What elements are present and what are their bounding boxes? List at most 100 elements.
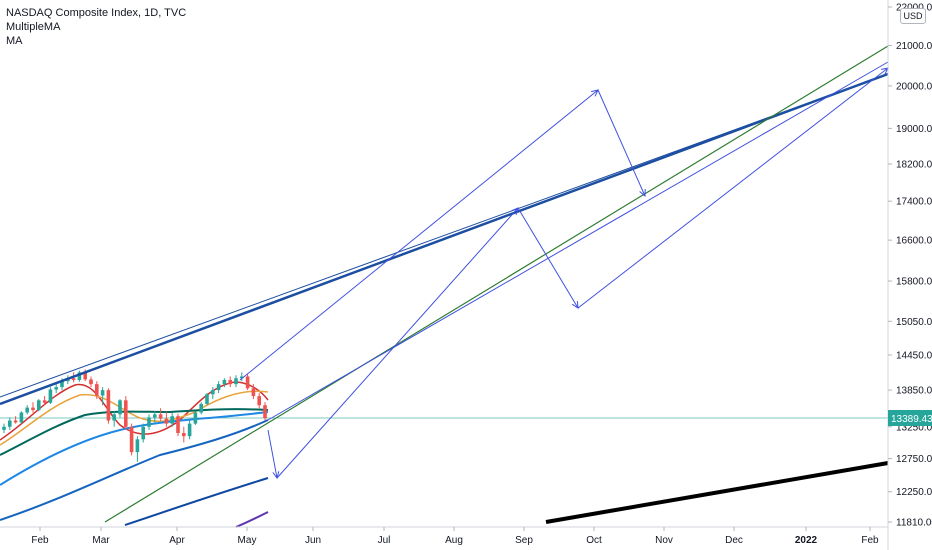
channel-line: [267, 61, 889, 421]
candle-body: [83, 372, 87, 380]
y-tick-label: 20000.00: [896, 81, 932, 92]
trend-line-black: [545, 461, 889, 524]
candle-body: [42, 400, 47, 403]
x-tick-label: Sep: [515, 535, 533, 546]
candle-body: [25, 407, 29, 413]
last-price-badge: 13389.43: [888, 410, 932, 426]
y-tick-label: 12250.00: [896, 487, 932, 498]
arrow-head: [571, 300, 579, 309]
projection-arrow: [517, 207, 579, 309]
indicator-multiple-ma[interactable]: MultipleMA: [6, 21, 61, 33]
candle-body: [112, 414, 116, 421]
candle-body: [37, 400, 41, 411]
moving-averages: [0, 381, 269, 528]
candle-body: [170, 416, 174, 424]
currency-button[interactable]: USD: [900, 8, 926, 24]
indicator-ma[interactable]: MA: [6, 35, 23, 47]
moving-average-line: [0, 411, 269, 486]
candle-body: [193, 412, 198, 424]
y-tick-label: 14450.00: [896, 350, 932, 361]
candle-body: [19, 412, 24, 423]
x-tick-label: Mar: [92, 535, 110, 546]
candle-body: [89, 379, 93, 385]
candle-body: [216, 384, 221, 391]
candle-body: [158, 414, 163, 419]
y-tick-label: 17400.00: [896, 197, 932, 208]
y-tick-label: 13850.00: [896, 386, 932, 397]
candle-body: [2, 426, 6, 430]
y-tick-label: 21000.00: [896, 41, 932, 52]
y-tick-label: 12750.00: [896, 454, 932, 465]
candle-body: [8, 420, 12, 427]
symbol-title[interactable]: NASDAQ Composite Index, 1D, TVC: [6, 7, 187, 19]
candle-body: [95, 384, 99, 396]
candle-body: [141, 426, 145, 440]
candle-body: [222, 379, 227, 385]
candle-body: [71, 378, 76, 380]
candle-body: [240, 376, 244, 379]
candle-body: [100, 390, 105, 396]
projection-arrow: [577, 67, 889, 309]
moving-average-line: [235, 511, 269, 528]
y-tick-label: 15800.00: [896, 277, 932, 288]
y-tick-label: 13250.00: [896, 422, 932, 433]
y-tick-label: 15050.00: [896, 317, 932, 328]
trend-line-green: [104, 45, 889, 523]
x-tick-label: Nov: [655, 535, 673, 546]
candle-body: [199, 403, 203, 413]
chart-legend: NASDAQ Composite Index, 1D, TVC Multiple…: [6, 6, 186, 48]
y-tick-label: 18200.00: [896, 159, 932, 170]
candle-body: [77, 372, 82, 380]
x-tick-label: Jun: [305, 535, 321, 546]
x-tick-label: Feb: [31, 535, 49, 546]
y-tick-label: 16600.00: [896, 236, 932, 247]
time-axis[interactable]: Feb Mar Apr May Jun Jul Aug Sep Oct Nov Dec 2022 Feb: [31, 527, 879, 546]
trend-drawings: [0, 45, 889, 524]
last-price-badge-text: 13389.43: [891, 414, 932, 425]
candle-body: [124, 400, 128, 427]
candle-body: [54, 387, 58, 390]
candle-body: [176, 416, 180, 434]
candle-body: [205, 394, 209, 404]
moving-average-line: [124, 477, 269, 526]
candle-body: [147, 417, 151, 427]
candle-body: [234, 378, 238, 385]
candle-body: [251, 388, 256, 397]
candle-body: [106, 390, 111, 421]
arrow-head: [639, 188, 646, 198]
x-tick-label: Jul: [378, 535, 391, 546]
x-tick-label: Aug: [445, 535, 463, 546]
moving-average-line: [0, 390, 269, 446]
candle-body: [118, 400, 122, 415]
x-tick-label: Apr: [169, 535, 185, 546]
candle-body: [48, 389, 53, 403]
projection-arrow: [276, 207, 519, 479]
candle-body: [60, 381, 64, 388]
moving-average-line: [0, 419, 269, 521]
candle-body: [211, 390, 215, 395]
candle-body: [153, 414, 157, 418]
x-tick-label: Dec: [725, 535, 743, 546]
last-price-badge-bg: [888, 410, 932, 426]
candle-body: [164, 418, 169, 424]
y-tick-label: 11810.00: [896, 518, 932, 529]
projection-arrow: [239, 89, 599, 381]
projection-arrow: [267, 429, 278, 479]
candle-body: [135, 439, 140, 453]
projection-arrow: [597, 89, 646, 197]
candle-body: [257, 396, 261, 406]
candle-body: [13, 420, 18, 423]
candle-body: [187, 423, 192, 437]
candle-body: [31, 407, 35, 411]
candlestick-series: [2, 369, 267, 462]
x-tick-label: Feb: [861, 535, 879, 546]
price-axis[interactable]: 22000.0021000.0020000.0019000.0018200.00…: [888, 3, 932, 529]
x-tick-label: Oct: [586, 535, 602, 546]
candle-body: [129, 426, 134, 453]
y-tick-label: 19000.00: [896, 124, 932, 135]
candle-body: [263, 405, 267, 419]
candle-body: [228, 379, 232, 385]
x-tick-label: 2022: [795, 535, 818, 546]
candle-body: [182, 433, 186, 437]
